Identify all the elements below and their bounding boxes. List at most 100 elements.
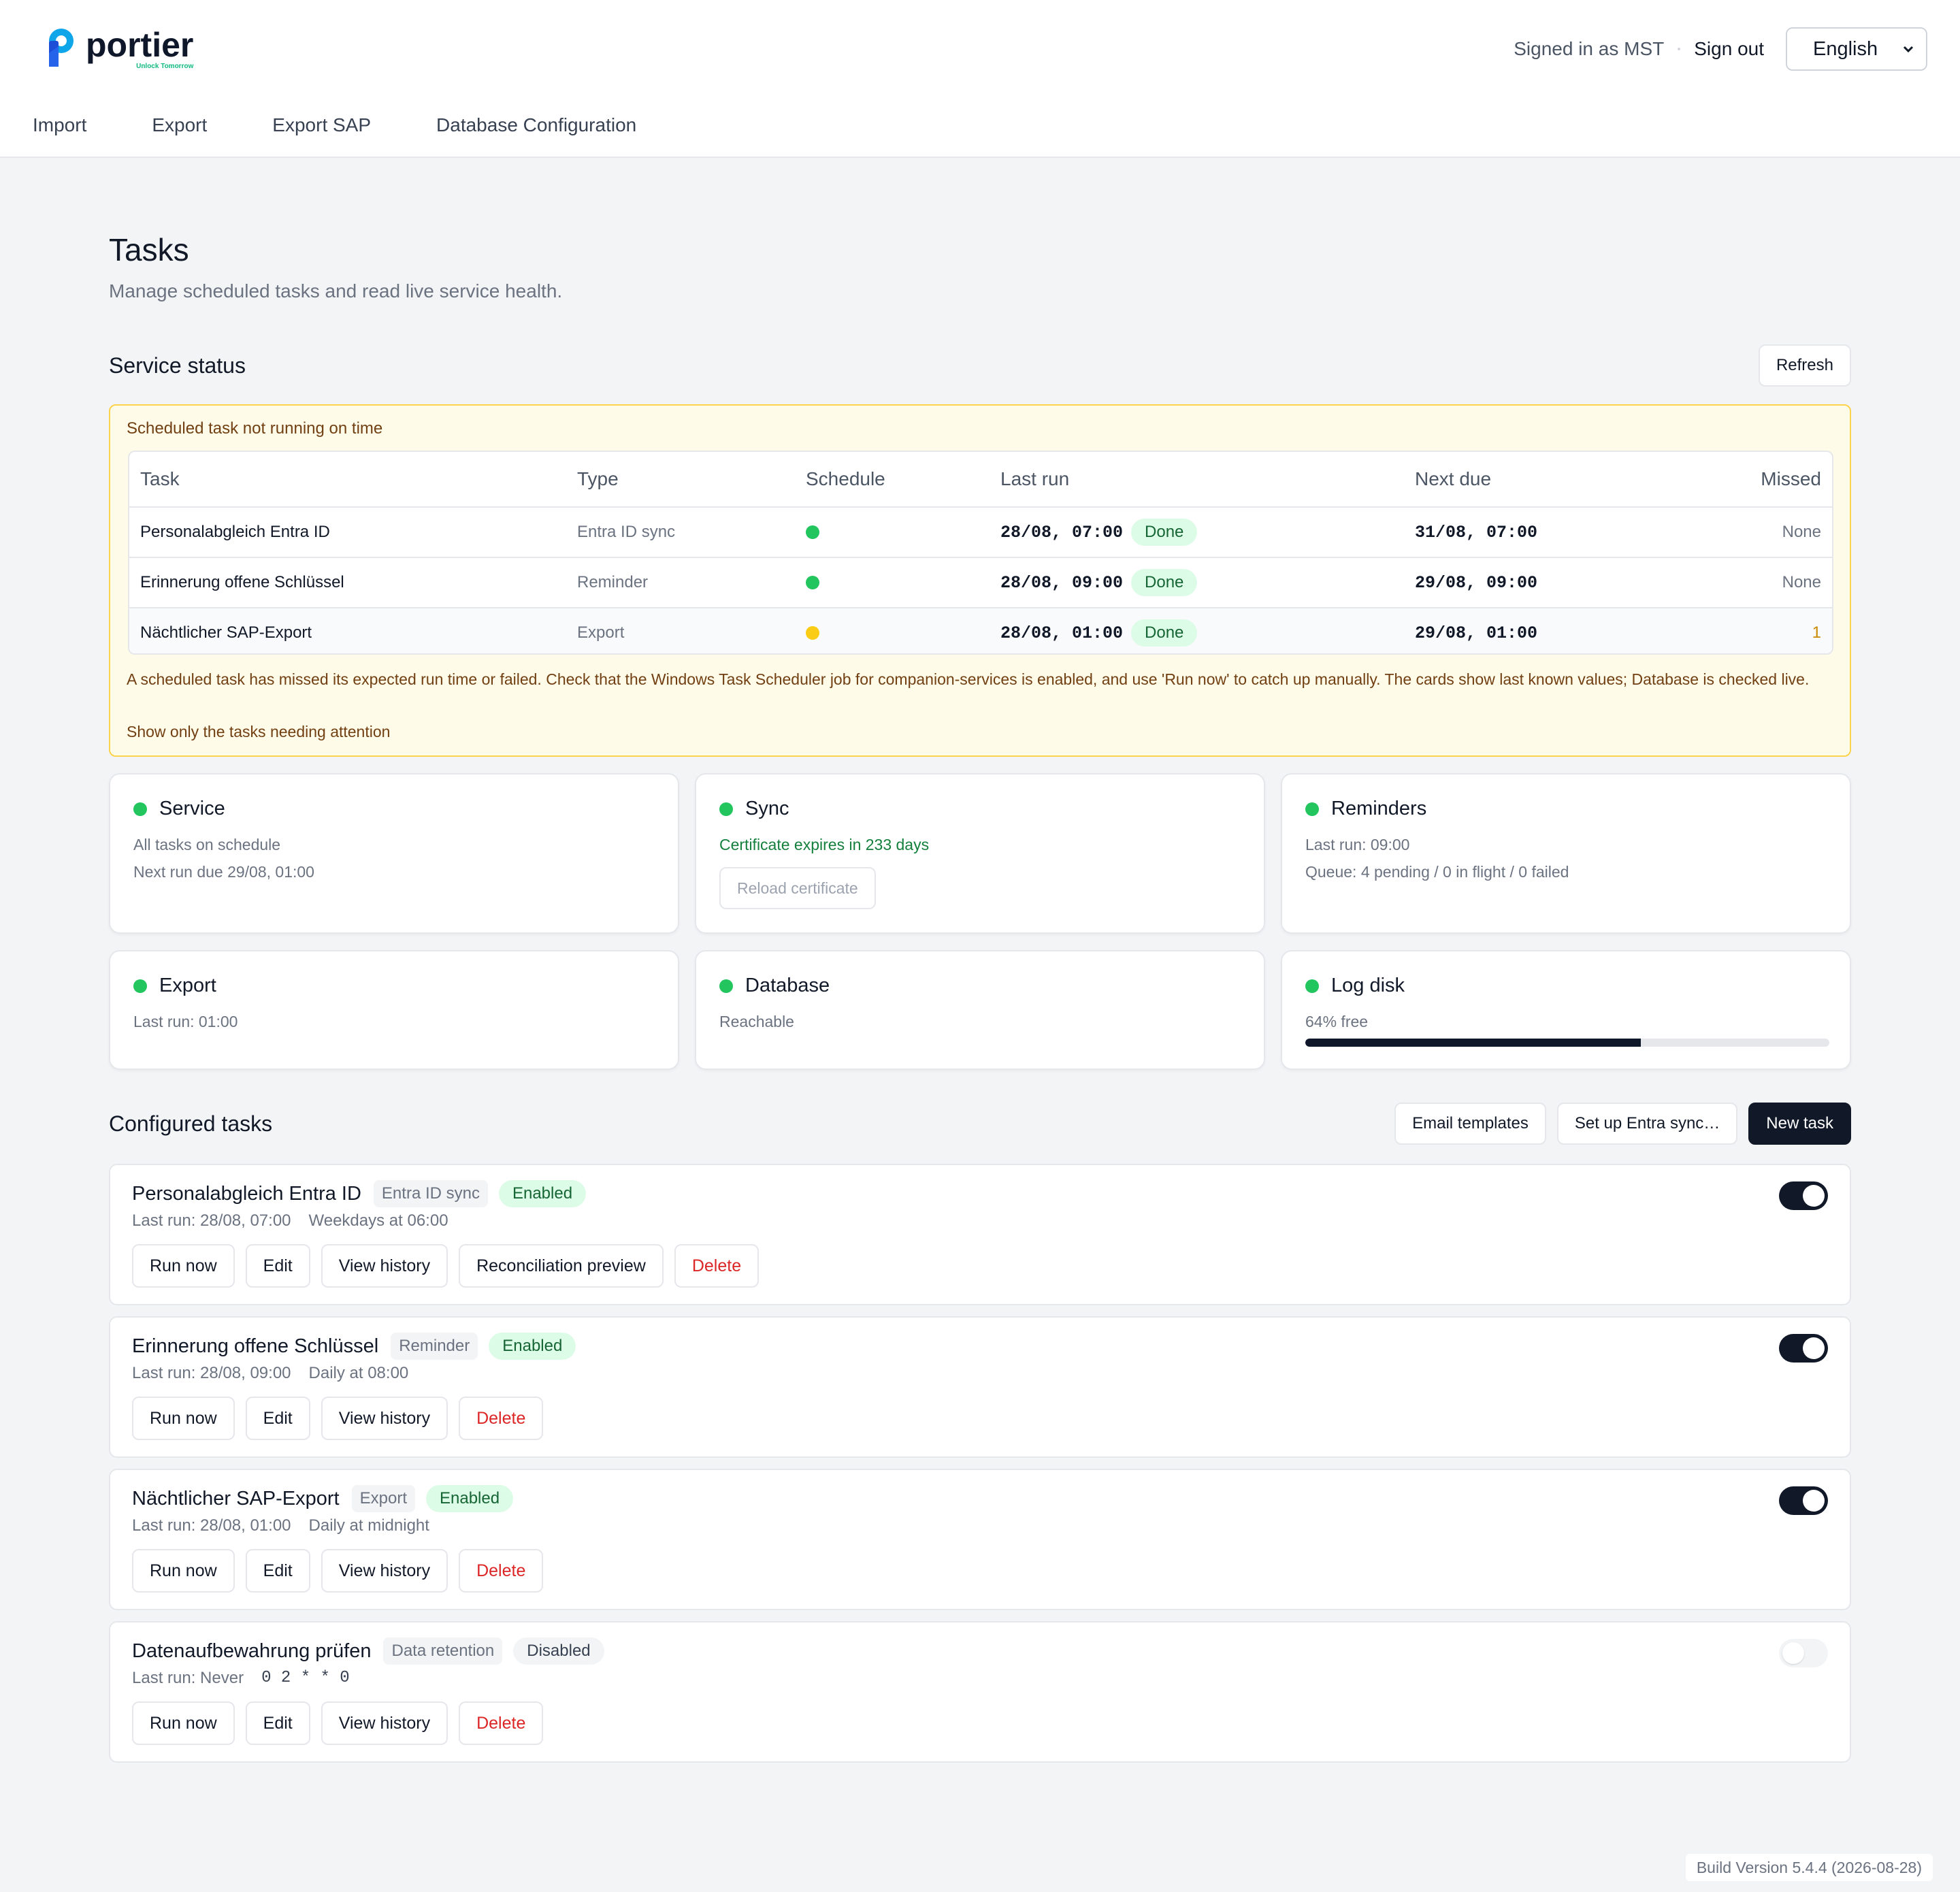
card-title: Export [159,975,216,996]
reminders-card: Reminders Last run: 09:00 Queue: 4 pendi… [1281,773,1851,934]
main-nav: Import Export Export SAP Database Config… [33,114,702,136]
alert-message: A scheduled task has missed its expected… [127,670,1810,688]
nav-export[interactable]: Export [152,114,208,135]
status-badge: Done [1131,619,1198,647]
task-card: Datenaufbewahrung prüfen Data retention … [109,1621,1851,1763]
delete-button[interactable]: Delete [459,1701,544,1745]
task-schedule: Weekdays at 06:00 [308,1211,448,1230]
reload-certificate-button[interactable]: Reload certificate [719,867,876,909]
build-version: Build Version 5.4.4 (2026-08-28) [1685,1854,1933,1881]
missed-tasks-table: Task Type Schedule Last run Next due Mis… [128,451,1833,655]
last-run-time: 28/08, 09:00 [1000,572,1124,593]
run-now-button[interactable]: Run now [132,1549,235,1593]
status-dot [719,979,733,993]
status-badge: Disabled [513,1637,604,1665]
card-title: Service [159,798,225,819]
task-card: Erinnerung offene Schlüssel Reminder Ena… [109,1316,1851,1458]
row-task: Erinnerung offene Schlüssel [140,573,344,591]
edit-button[interactable]: Edit [245,1397,310,1440]
run-now-button[interactable]: Run now [132,1701,235,1745]
edit-button[interactable]: Edit [245,1244,310,1288]
view-history-button[interactable]: View history [321,1701,448,1745]
sync-card: Sync Certificate expires in 233 days Rel… [695,773,1265,934]
card-line: 64% free [1305,1013,1369,1030]
last-run-time: 28/08, 01:00 [1000,623,1124,643]
top-bar: portier Unlock Tomorrow Signed in as MST… [0,0,1960,158]
brand-logo[interactable]: portier Unlock Tomorrow [44,26,193,71]
delete-button[interactable]: Delete [459,1397,544,1440]
row-type: Reminder [577,573,649,591]
task-last-run: Last run: 28/08, 09:00 [132,1364,291,1382]
schedule-alert: Scheduled task not running on time Task … [109,404,1851,757]
col-next-due: Next due [1415,468,1492,489]
row-type: Export [577,623,625,642]
chevron-down-icon [1903,46,1914,53]
status-badge: Enabled [489,1333,576,1360]
task-name: Nächtlicher SAP-Export [132,1487,340,1510]
disk-usage-bar [1305,1039,1829,1047]
card-line: Last run: 01:00 [133,1013,238,1030]
task-name: Datenaufbewahrung prüfen [132,1640,372,1662]
language-select[interactable]: English [1786,27,1927,71]
status-badge: Enabled [498,1180,587,1207]
col-last-run: Last run [1000,468,1070,489]
view-history-button[interactable]: View history [321,1549,448,1593]
card-title: Database [745,975,830,996]
task-enabled-toggle[interactable] [1779,1639,1828,1667]
status-dot [1305,979,1319,993]
table-row: Nächtlicher SAP-Export Export 28/08, 01:… [129,607,1832,653]
card-line: Last run: 09:00 [1305,836,1410,853]
service-status-header: Service status Refresh [109,344,1851,387]
task-enabled-toggle[interactable] [1779,1334,1828,1363]
nav-database-configuration[interactable]: Database Configuration [436,114,637,135]
configured-tasks-title: Configured tasks [109,1111,273,1136]
status-dot [133,802,147,816]
delete-button[interactable]: Delete [674,1244,760,1288]
run-now-button[interactable]: Run now [132,1244,235,1288]
status-badge: Done [1131,519,1198,546]
setup-entra-sync-button[interactable]: Set up Entra sync… [1556,1103,1738,1145]
delete-button[interactable]: Delete [459,1549,544,1593]
page-subtitle: Manage scheduled tasks and read live ser… [109,280,563,301]
status-badge: Enabled [426,1485,514,1512]
certificate-expiry: Certificate expires in 233 days [719,836,930,853]
table-row: Personalabgleich Entra ID Entra ID sync … [129,506,1832,557]
alert-title: Scheduled task not running on time [127,419,383,438]
nav-import[interactable]: Import [33,114,87,135]
view-history-button[interactable]: View history [321,1244,448,1288]
task-type-tag: Export [351,1485,415,1512]
col-type: Type [577,468,619,489]
col-schedule: Schedule [806,468,885,489]
portier-logo-icon [49,29,74,67]
card-line: Queue: 4 pending / 0 in flight / 0 faile… [1305,863,1569,881]
row-task: Personalabgleich Entra ID [140,523,330,541]
refresh-button[interactable]: Refresh [1758,344,1851,387]
task-name: Erinnerung offene Schlüssel [132,1335,379,1357]
row-missed: 1 [1812,623,1821,642]
edit-button[interactable]: Edit [245,1701,310,1745]
task-type-tag: Data retention [383,1637,503,1665]
task-enabled-toggle[interactable] [1779,1486,1828,1515]
nav-export-sap[interactable]: Export SAP [272,114,372,135]
sign-out-link[interactable]: Sign out [1694,38,1764,59]
brand-tagline: Unlock Tomorrow [136,63,194,70]
task-last-run: Last run: 28/08, 01:00 [132,1516,291,1535]
log-disk-card: Log disk 64% free [1281,950,1851,1070]
signed-in-label: Signed in as MST [1514,38,1665,59]
filter-attention-link[interactable]: Show only the tasks needing attention [127,723,391,740]
schedule-status-dot [806,558,819,607]
task-card: Personalabgleich Entra ID Entra ID sync … [109,1164,1851,1305]
card-title: Sync [745,798,789,819]
status-badge: Done [1131,569,1198,596]
run-now-button[interactable]: Run now [132,1397,235,1440]
new-task-button[interactable]: New task [1748,1103,1851,1145]
edit-button[interactable]: Edit [245,1549,310,1593]
email-templates-button[interactable]: Email templates [1394,1103,1546,1145]
task-last-run: Last run: 28/08, 07:00 [132,1211,291,1230]
reconciliation-preview-button[interactable]: Reconciliation preview [459,1244,664,1288]
view-history-button[interactable]: View history [321,1397,448,1440]
card-title: Reminders [1331,798,1427,819]
task-enabled-toggle[interactable] [1779,1181,1828,1210]
last-run-time: 28/08, 07:00 [1000,522,1124,542]
card-line: Reachable [719,1013,794,1030]
